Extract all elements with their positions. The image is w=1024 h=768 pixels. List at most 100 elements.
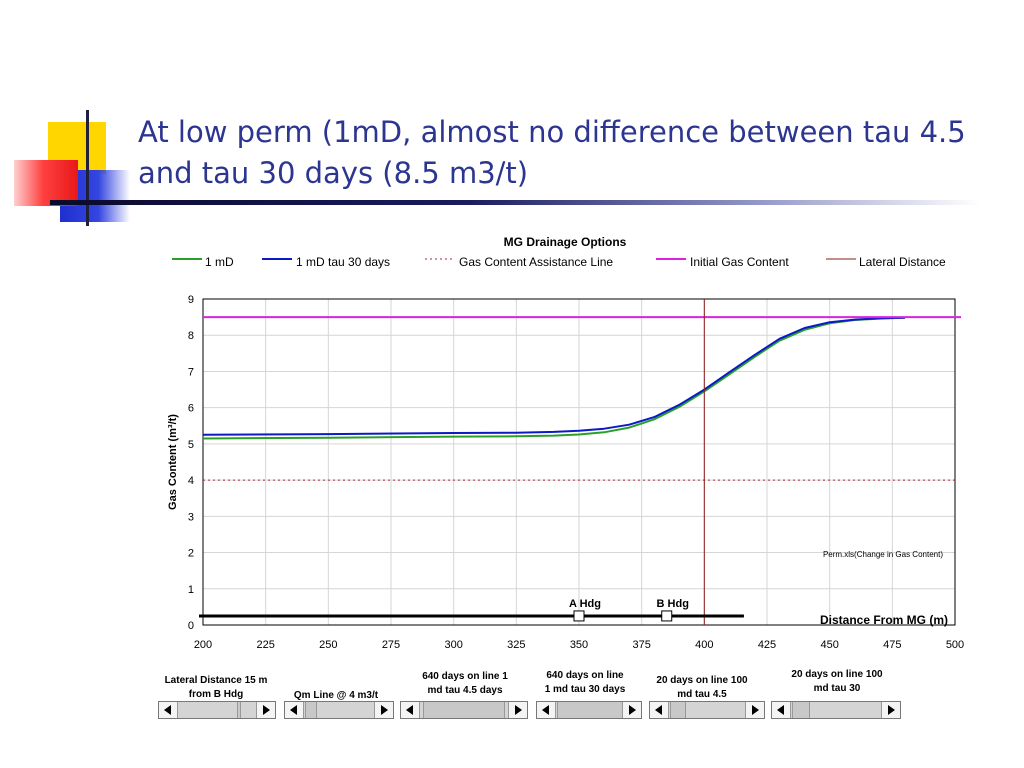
control-label-line: Qm Line @ 4 m3/t xyxy=(293,690,379,701)
arrow-left-icon xyxy=(406,705,413,715)
control-scrollbar[interactable] xyxy=(536,701,642,719)
scroll-right-button[interactable] xyxy=(374,702,393,718)
x-axis-ticks: 200 225 250 275 300 325 350 375 400 425 450 475 500 xyxy=(194,639,964,651)
arrow-left-icon xyxy=(164,705,171,715)
series-line-1-md-tau-30-days xyxy=(202,316,905,436)
scroll-thumb[interactable] xyxy=(670,702,686,718)
scroll-right-button[interactable] xyxy=(256,702,275,718)
scroll-left-button[interactable] xyxy=(159,702,178,718)
arrow-right-icon xyxy=(515,705,522,715)
scroll-thumb[interactable] xyxy=(792,702,810,718)
arrow-right-icon xyxy=(629,705,636,715)
control-label-line: from B Hdg xyxy=(188,689,244,700)
heading-marker xyxy=(573,610,585,622)
x-tick-label: 425 xyxy=(758,639,776,651)
control-label: 20 days on line 100 md tau 4.5 xyxy=(646,674,758,702)
y-tick-label: 0 xyxy=(188,620,194,632)
y-tick-label: 7 xyxy=(188,366,194,378)
scroll-left-button[interactable] xyxy=(401,702,420,718)
chart-annotations: Perm.xls(Change in Gas Content) A Hdg B Hd… xyxy=(199,550,943,622)
deco-red-square xyxy=(14,160,78,206)
deco-vertical-bar xyxy=(86,110,89,226)
slide-title: At low perm (1mD, almost no difference b… xyxy=(138,115,966,190)
y-tick-label: 6 xyxy=(188,403,194,415)
control-label: Lateral Distance 15 m from B Hdg xyxy=(156,674,276,702)
arrow-left-icon xyxy=(542,705,549,715)
x-tick-label: 325 xyxy=(507,639,525,651)
scroll-thumb[interactable] xyxy=(423,702,505,718)
x-axis-label: Distance From MG (m) xyxy=(820,613,948,627)
x-tick-label: 400 xyxy=(695,639,713,651)
control-scrollbar[interactable] xyxy=(284,701,394,719)
control-label-line: md tau 4.5 days xyxy=(427,685,503,696)
control-label-line: 1 md tau 30 days xyxy=(544,684,626,695)
control-label-line: md tau 30 xyxy=(813,683,861,694)
title-underline xyxy=(50,200,980,205)
scroll-left-button[interactable] xyxy=(285,702,304,718)
control-label: Qm Line @ 4 m3/t xyxy=(282,689,390,703)
arrow-right-icon xyxy=(888,705,895,715)
heading-label: A Hdg xyxy=(569,598,601,610)
x-tick-label: 350 xyxy=(570,639,588,651)
control-scrollbar[interactable] xyxy=(400,701,528,719)
x-tick-label: 375 xyxy=(632,639,650,651)
chart-title: MG Drainage Options xyxy=(504,235,627,249)
legend-label: Gas Content Assistance Line xyxy=(459,255,613,269)
x-tick-label: 475 xyxy=(883,639,901,651)
arrow-left-icon xyxy=(655,705,662,715)
scroll-right-button[interactable] xyxy=(745,702,764,718)
scroll-thumb[interactable] xyxy=(557,702,625,718)
y-tick-label: 4 xyxy=(188,475,194,487)
legend-label: 1 mD xyxy=(205,255,234,269)
scroll-right-button[interactable] xyxy=(622,702,641,718)
x-tick-label: 450 xyxy=(820,639,838,651)
x-tick-label: 275 xyxy=(382,639,400,651)
x-tick-label: 500 xyxy=(946,639,964,651)
control-label-line: md tau 4.5 xyxy=(677,689,727,700)
arrow-left-icon xyxy=(290,705,297,715)
scroll-left-button[interactable] xyxy=(650,702,669,718)
scroll-thumb[interactable] xyxy=(237,702,241,718)
arrow-right-icon xyxy=(263,705,270,715)
scroll-thumb[interactable] xyxy=(305,702,317,718)
control-label-line: Lateral Distance 15 m xyxy=(164,675,268,686)
arrow-left-icon xyxy=(777,705,784,715)
control-label-line: 640 days on line 1 xyxy=(422,671,508,682)
chart-grid xyxy=(202,298,956,626)
x-tick-label: 250 xyxy=(319,639,337,651)
x-tick-label: 300 xyxy=(444,639,462,651)
control-label-line: 20 days on line 100 xyxy=(656,675,748,686)
control-scrollbar[interactable] xyxy=(771,701,901,719)
y-tick-label: 9 xyxy=(188,294,194,306)
y-tick-label: 5 xyxy=(188,439,194,451)
arrow-right-icon xyxy=(381,705,388,715)
chart-series xyxy=(202,299,961,625)
chart-legend: 1 mD 1 mD tau 30 days Gas Content Assistan… xyxy=(172,255,946,269)
plot-area-frame xyxy=(202,298,956,626)
legend-label: Initial Gas Content xyxy=(690,255,789,269)
scroll-left-button[interactable] xyxy=(772,702,791,718)
heading-marker xyxy=(661,610,673,622)
heading-label: B Hdg xyxy=(657,598,689,610)
y-axis-label: Gas Content (m³/t) xyxy=(167,414,179,510)
y-tick-label: 8 xyxy=(188,330,194,342)
y-tick-label: 2 xyxy=(188,548,194,560)
legend-label: 1 mD tau 30 days xyxy=(296,255,390,269)
control-scrollbar[interactable] xyxy=(158,701,276,719)
control-scrollbar[interactable] xyxy=(649,701,765,719)
arrow-right-icon xyxy=(752,705,759,715)
legend-label: Lateral Distance xyxy=(859,255,946,269)
x-tick-label: 200 xyxy=(194,639,212,651)
control-label: 640 days on line 1 md tau 30 days xyxy=(532,669,638,697)
series-line-1-md xyxy=(202,316,905,440)
scroll-left-button[interactable] xyxy=(537,702,556,718)
control-label: 20 days on line 100 md tau 30 xyxy=(772,668,902,696)
control-label: 640 days on line 1 md tau 4.5 days xyxy=(400,670,530,698)
scroll-right-button[interactable] xyxy=(881,702,900,718)
chart-source-note: Perm.xls(Change in Gas Content) xyxy=(823,550,943,559)
scroll-right-button[interactable] xyxy=(508,702,527,718)
control-label-line: 20 days on line 100 xyxy=(791,669,883,680)
y-axis-ticks: 0 1 2 3 4 5 6 7 8 9 xyxy=(188,294,194,632)
y-tick-label: 3 xyxy=(188,511,194,523)
